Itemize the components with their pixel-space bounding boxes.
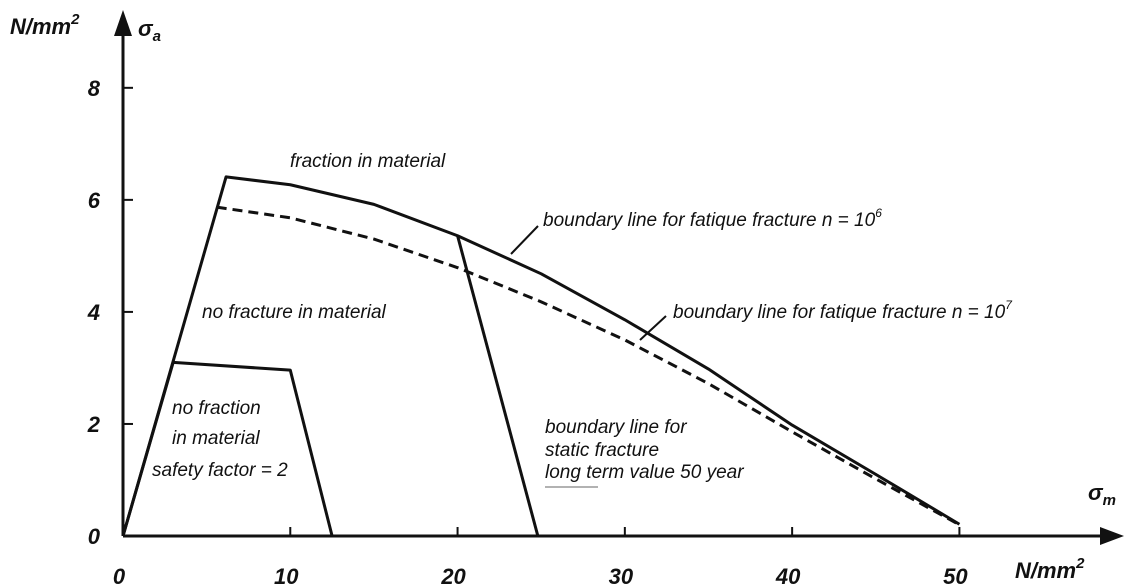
- x-symbol: σm: [1088, 480, 1116, 509]
- x-tick-label: 30: [609, 564, 634, 587]
- y-unit: N/mm2: [10, 11, 80, 39]
- x-tick-label: 0: [113, 564, 126, 587]
- line: [121, 175, 961, 537]
- line: [456, 235, 540, 537]
- annotation: in material: [172, 428, 260, 449]
- leader-line: [510, 225, 539, 255]
- x-unit: N/mm2: [1015, 555, 1085, 583]
- x-arrow: [1100, 527, 1124, 545]
- leader-line: [639, 315, 667, 341]
- annotation: long term value 50 year: [545, 462, 744, 483]
- y-symbol: σa: [138, 16, 161, 45]
- y-tick-label: 8: [88, 76, 101, 101]
- annotation: no fraction: [172, 398, 261, 419]
- y-arrow: [114, 10, 132, 36]
- y-tick-label: 6: [88, 188, 101, 213]
- annotation: boundary line for: [545, 417, 687, 438]
- x-tick-label: 50: [943, 564, 968, 587]
- annotation: static fracture: [545, 440, 659, 461]
- annotation: safety factor = 2: [152, 460, 288, 481]
- y-tick-label: 0: [88, 524, 101, 549]
- x-tick-label: 10: [274, 564, 299, 587]
- annotation: boundary line for fatique fracture n = 1…: [543, 206, 882, 231]
- y-tick-label: 2: [87, 412, 101, 437]
- x-tick-label: 40: [775, 564, 801, 587]
- annotation: no fracture in material: [202, 302, 387, 323]
- annotation: boundary line for fatique fracture n = 1…: [673, 298, 1013, 323]
- x-tick-label: 20: [440, 564, 466, 587]
- y-tick-label: 4: [87, 300, 100, 325]
- line: [216, 205, 961, 527]
- annotation: fraction in material: [290, 151, 446, 172]
- line: [121, 360, 334, 537]
